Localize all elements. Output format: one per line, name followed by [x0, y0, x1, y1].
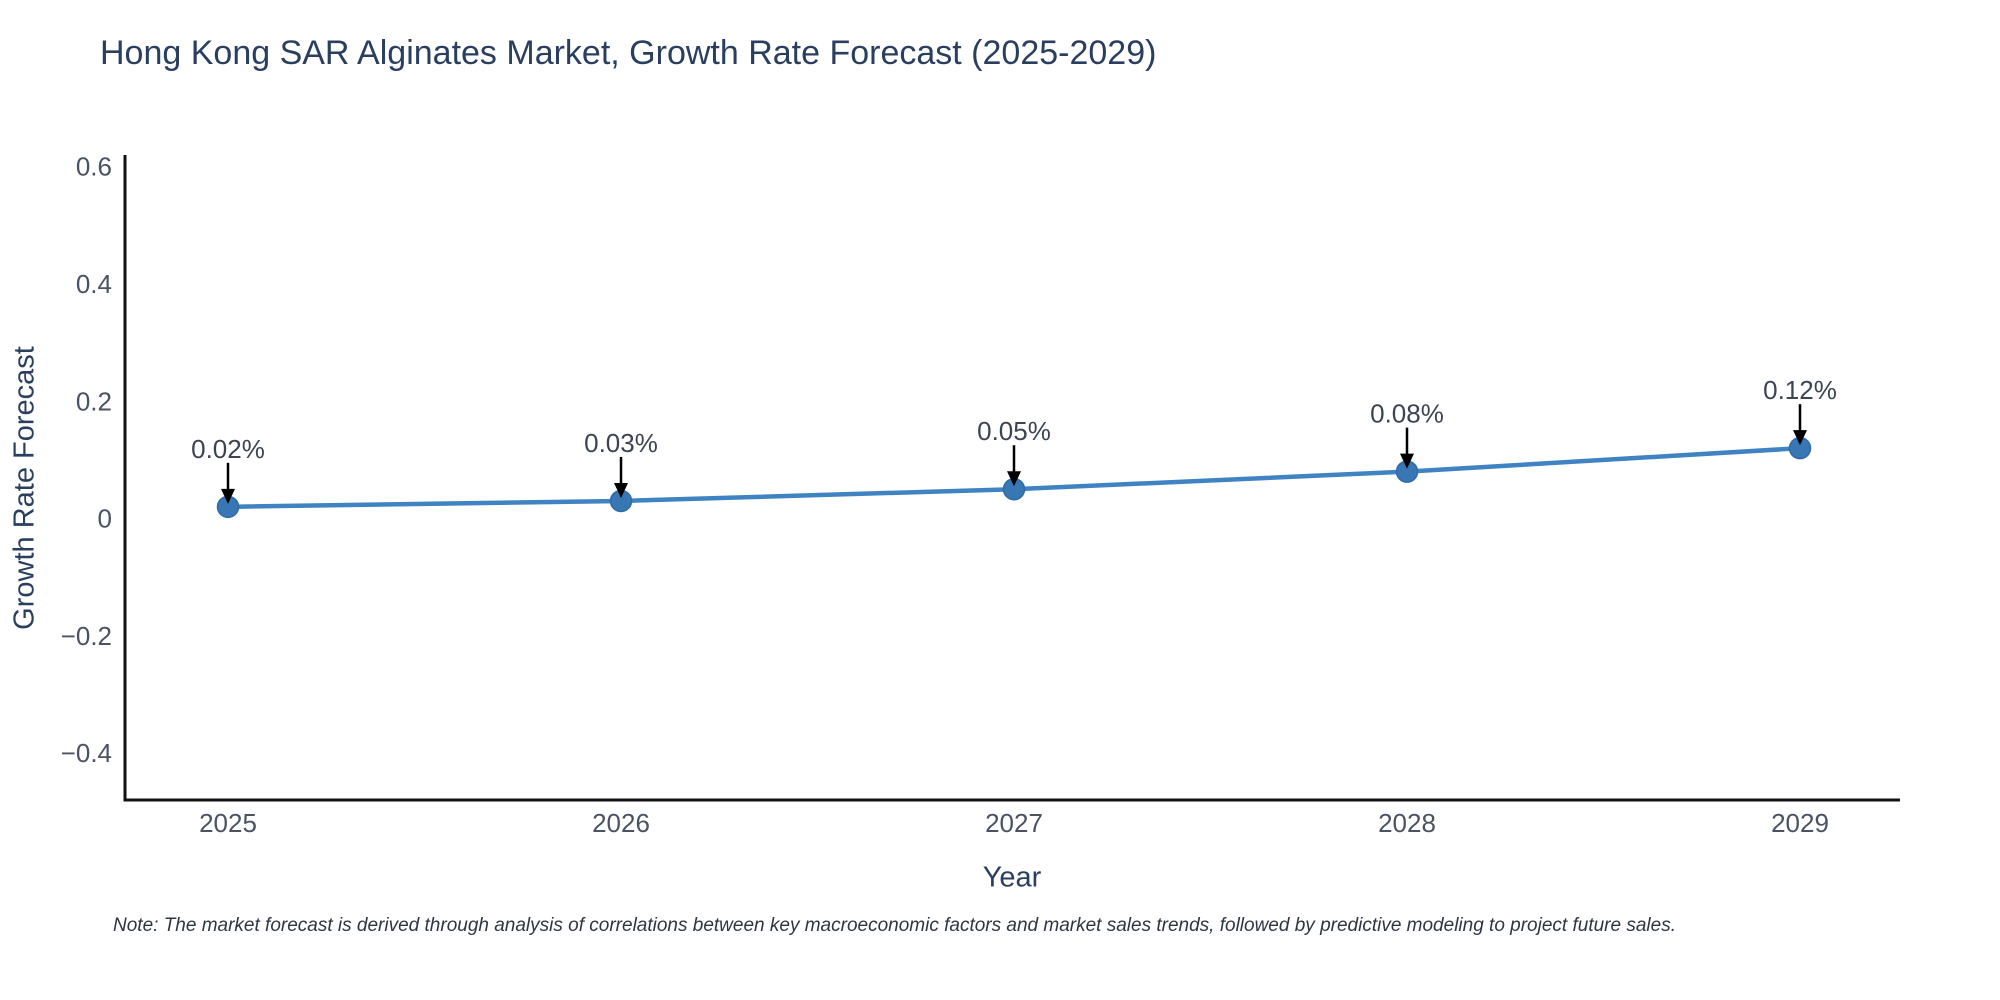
annotation-arrowhead-icon [1793, 430, 1807, 446]
y-tick-label: 0.6 [76, 152, 112, 182]
y-tick-label: 0 [98, 504, 112, 534]
annotation-label: 0.03% [584, 428, 658, 458]
annotation-label: 0.05% [977, 416, 1051, 446]
annotation-label: 0.12% [1763, 375, 1837, 405]
x-tick-label: 2029 [1771, 808, 1829, 838]
x-axis-title: Year [982, 861, 1042, 894]
y-tick-label: −0.4 [61, 738, 112, 768]
annotation-arrowhead-icon [221, 488, 235, 504]
annotation-arrowhead-icon [614, 482, 628, 498]
footnote: Note: The market forecast is derived thr… [113, 915, 1676, 936]
chart-title: Hong Kong SAR Alginates Market, Growth R… [100, 34, 1157, 72]
x-tick-label: 2027 [985, 808, 1043, 838]
y-axis-title: Growth Rate Forecast [8, 346, 41, 630]
x-tick-label: 2028 [1378, 808, 1436, 838]
y-tick-label: 0.2 [76, 386, 112, 416]
x-tick-label: 2025 [199, 808, 257, 838]
annotation-arrowhead-icon [1400, 453, 1414, 469]
y-tick-label: −0.2 [61, 621, 112, 651]
x-tick-label: 2026 [592, 808, 650, 838]
annotation-label: 0.08% [1370, 399, 1444, 429]
y-tick-label: 0.4 [76, 269, 112, 299]
annotation-label: 0.02% [191, 434, 265, 464]
annotation-arrowhead-icon [1007, 471, 1021, 487]
